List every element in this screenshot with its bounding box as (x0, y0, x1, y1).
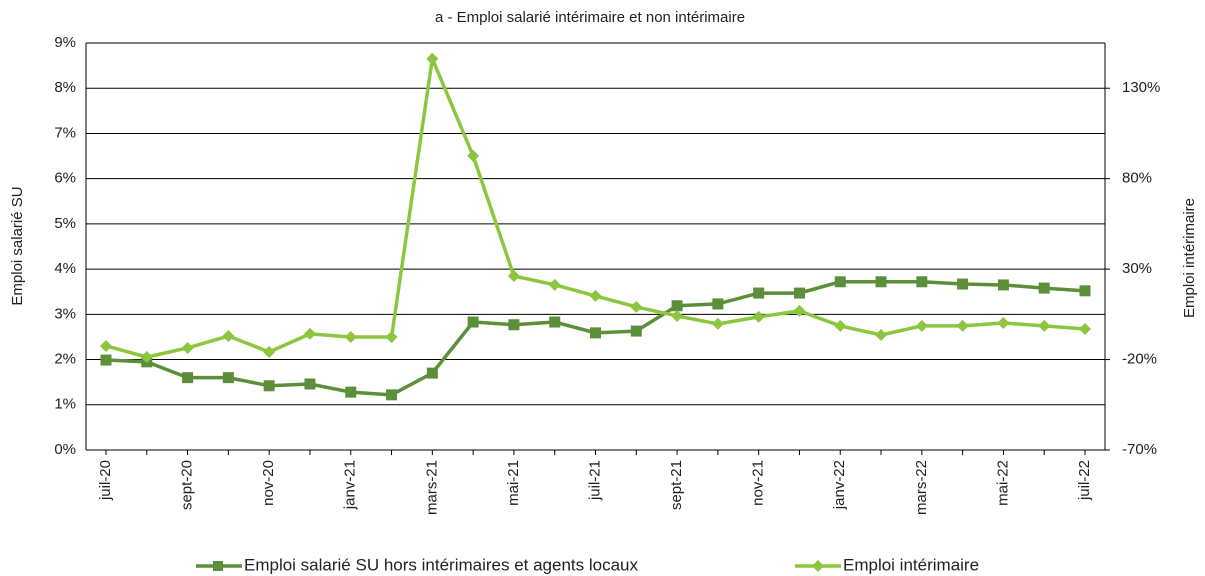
marker (793, 287, 805, 299)
marker (426, 52, 439, 65)
marker (630, 325, 642, 337)
marker (426, 367, 438, 379)
marker (1079, 285, 1091, 297)
y-tick-label: 4% (54, 260, 76, 277)
marker (875, 328, 888, 341)
x-tick-label: mars-21 (423, 460, 440, 515)
marker (100, 354, 112, 366)
marker (834, 276, 846, 288)
marker (386, 389, 398, 401)
marker (467, 149, 480, 162)
marker (712, 298, 724, 310)
y2-axis-label: Emploi intérimaire (1181, 198, 1198, 318)
marker (1079, 322, 1091, 335)
x-tick-label: nov-21 (750, 460, 767, 506)
x-tick-label: janv-22 (831, 460, 848, 510)
marker (303, 327, 316, 340)
x-tick-label: mai-22 (994, 460, 1011, 506)
legend-marker (812, 560, 824, 572)
marker (589, 289, 602, 302)
marker (711, 317, 724, 330)
marker (671, 309, 684, 322)
marker (1038, 282, 1050, 294)
marker (140, 351, 153, 364)
x-tick-label: juil-21 (586, 460, 603, 501)
x-tick-label: nov-20 (260, 460, 277, 506)
y-tick-label: 5% (54, 215, 76, 232)
marker (834, 319, 847, 332)
y-tick-label: 0% (54, 441, 76, 458)
marker (548, 278, 561, 291)
marker (753, 287, 765, 299)
marker (630, 300, 643, 313)
marker (752, 310, 765, 323)
y-tick-label: 6% (54, 170, 76, 187)
marker (671, 300, 683, 312)
marker (915, 319, 928, 332)
marker (875, 276, 887, 288)
y2-tick-label: -20% (1122, 351, 1157, 368)
marker (345, 386, 357, 398)
marker (304, 378, 316, 390)
x-tick-label: mai-21 (505, 460, 522, 506)
marker (222, 330, 235, 343)
x-tick-label: juil-22 (1076, 460, 1093, 501)
marker (263, 345, 276, 358)
marker (100, 339, 112, 352)
marker (997, 317, 1010, 330)
x-tick-label: sept-21 (668, 460, 685, 510)
legend-label: Emploi intérimaire (843, 555, 979, 574)
marker (549, 316, 561, 328)
x-tick-label: janv-21 (342, 460, 359, 510)
y-tick-label: 2% (54, 351, 76, 368)
y-tick-label: 8% (54, 79, 76, 96)
legend-label: Emploi salarié SU hors intérimaires et a… (244, 555, 639, 574)
x-tick-label: mars-22 (913, 460, 930, 515)
marker (181, 341, 194, 354)
y-tick-label: 3% (54, 305, 76, 322)
y-tick-label: 1% (54, 396, 76, 413)
y-tick-label: 9% (54, 34, 76, 51)
marker (507, 269, 520, 282)
y2-tick-label: 30% (1122, 260, 1152, 277)
marker (997, 279, 1009, 291)
marker (590, 327, 601, 339)
x-tick-label: juil-20 (97, 460, 114, 501)
marker (1038, 319, 1051, 332)
marker (508, 319, 520, 331)
marker (263, 380, 275, 392)
marker (916, 276, 928, 288)
marker (957, 278, 969, 290)
marker (467, 316, 479, 328)
marker (956, 319, 969, 332)
marker (344, 330, 357, 343)
marker (793, 304, 806, 317)
legend-marker (213, 561, 223, 571)
y2-tick-label: 130% (1122, 79, 1160, 96)
y-axis-label: Emploi salarié SU (9, 186, 26, 305)
x-tick-label: sept-20 (179, 460, 196, 510)
y2-tick-label: 80% (1122, 170, 1152, 187)
marker (222, 372, 234, 384)
chart-title: a - Emploi salarié intérimaire et non in… (435, 9, 745, 26)
marker (182, 372, 194, 384)
series-line (105, 52, 1086, 359)
marker (385, 330, 398, 343)
y2-tick-label: -70% (1122, 441, 1157, 458)
y-tick-label: 7% (54, 124, 76, 141)
